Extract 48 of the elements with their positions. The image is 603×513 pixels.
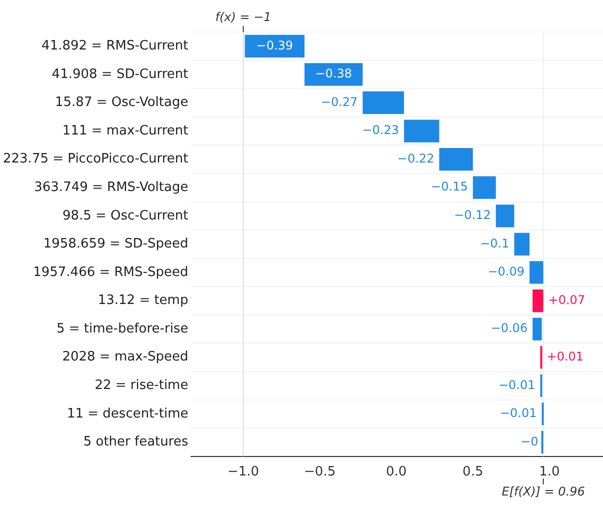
y-tick-label: 41.892 = RMS-Current <box>42 38 188 54</box>
x-tick-label: 1.0 <box>539 464 560 480</box>
y-tick-label: 15.87 = Osc-Voltage <box>55 95 188 110</box>
bar <box>304 63 363 86</box>
data-label: −0.39 <box>256 38 294 52</box>
bar <box>532 318 542 340</box>
bar <box>244 34 305 58</box>
data-label: +0.01 <box>546 350 584 364</box>
bar <box>404 120 440 142</box>
x-tick-label: 0.5 <box>462 464 484 480</box>
y-tick-label: 98.5 = Osc-Current <box>62 208 188 224</box>
ref-line-label: E[f(X)] = 0.96 <box>502 484 586 499</box>
y-tick-label: 223.75 = PiccoPicco-Current <box>2 152 188 167</box>
data-label: −0.23 <box>362 123 400 138</box>
y-tick-label: 11 = descent-time <box>66 406 188 422</box>
y-tick-label: 5 = time-before-rise <box>56 321 188 336</box>
ref-line-label: f(x) = −1 <box>215 10 272 24</box>
bar <box>362 91 404 114</box>
y-tick-label: 1957.466 = RMS-Speed <box>33 264 188 280</box>
y-tick-label: 41.908 = SD-Current <box>52 66 188 82</box>
x-tick-label: 0.0 <box>386 464 407 480</box>
data-label: −0.15 <box>431 180 468 194</box>
data-label: −0 <box>520 434 538 448</box>
data-label: −0.1 <box>480 236 510 250</box>
y-tick-label: 363.749 = RMS-Voltage <box>34 180 188 195</box>
data-label: −0.01 <box>498 378 536 392</box>
bar <box>530 261 544 284</box>
y-tick-label: 22 = rise-time <box>94 378 188 394</box>
y-tick-label: 2028 = max-Speed <box>62 350 188 365</box>
y-tick-label: 13.12 = temp <box>98 293 188 308</box>
data-label: −0.09 <box>488 264 525 279</box>
x-tick-label: −0.5 <box>304 464 336 480</box>
bar <box>496 204 514 228</box>
data-label: −0.22 <box>397 151 434 166</box>
y-tick-label: 111 = max-Current <box>62 123 188 138</box>
data-label: −0.38 <box>315 66 352 81</box>
bar <box>439 148 473 171</box>
bar <box>514 232 530 256</box>
y-tick-label: 1958.659 = SD-Speed <box>43 236 188 252</box>
data-label: −0.01 <box>500 406 537 420</box>
y-tick-label: 5 other features <box>83 434 188 450</box>
data-label: −0.06 <box>490 321 528 336</box>
data-label: +0.07 <box>548 292 586 307</box>
bar <box>532 289 544 312</box>
data-label: −0.27 <box>320 94 358 109</box>
data-label: −0.12 <box>454 208 491 222</box>
bar <box>472 176 496 199</box>
x-tick-label: −1.0 <box>227 464 260 480</box>
